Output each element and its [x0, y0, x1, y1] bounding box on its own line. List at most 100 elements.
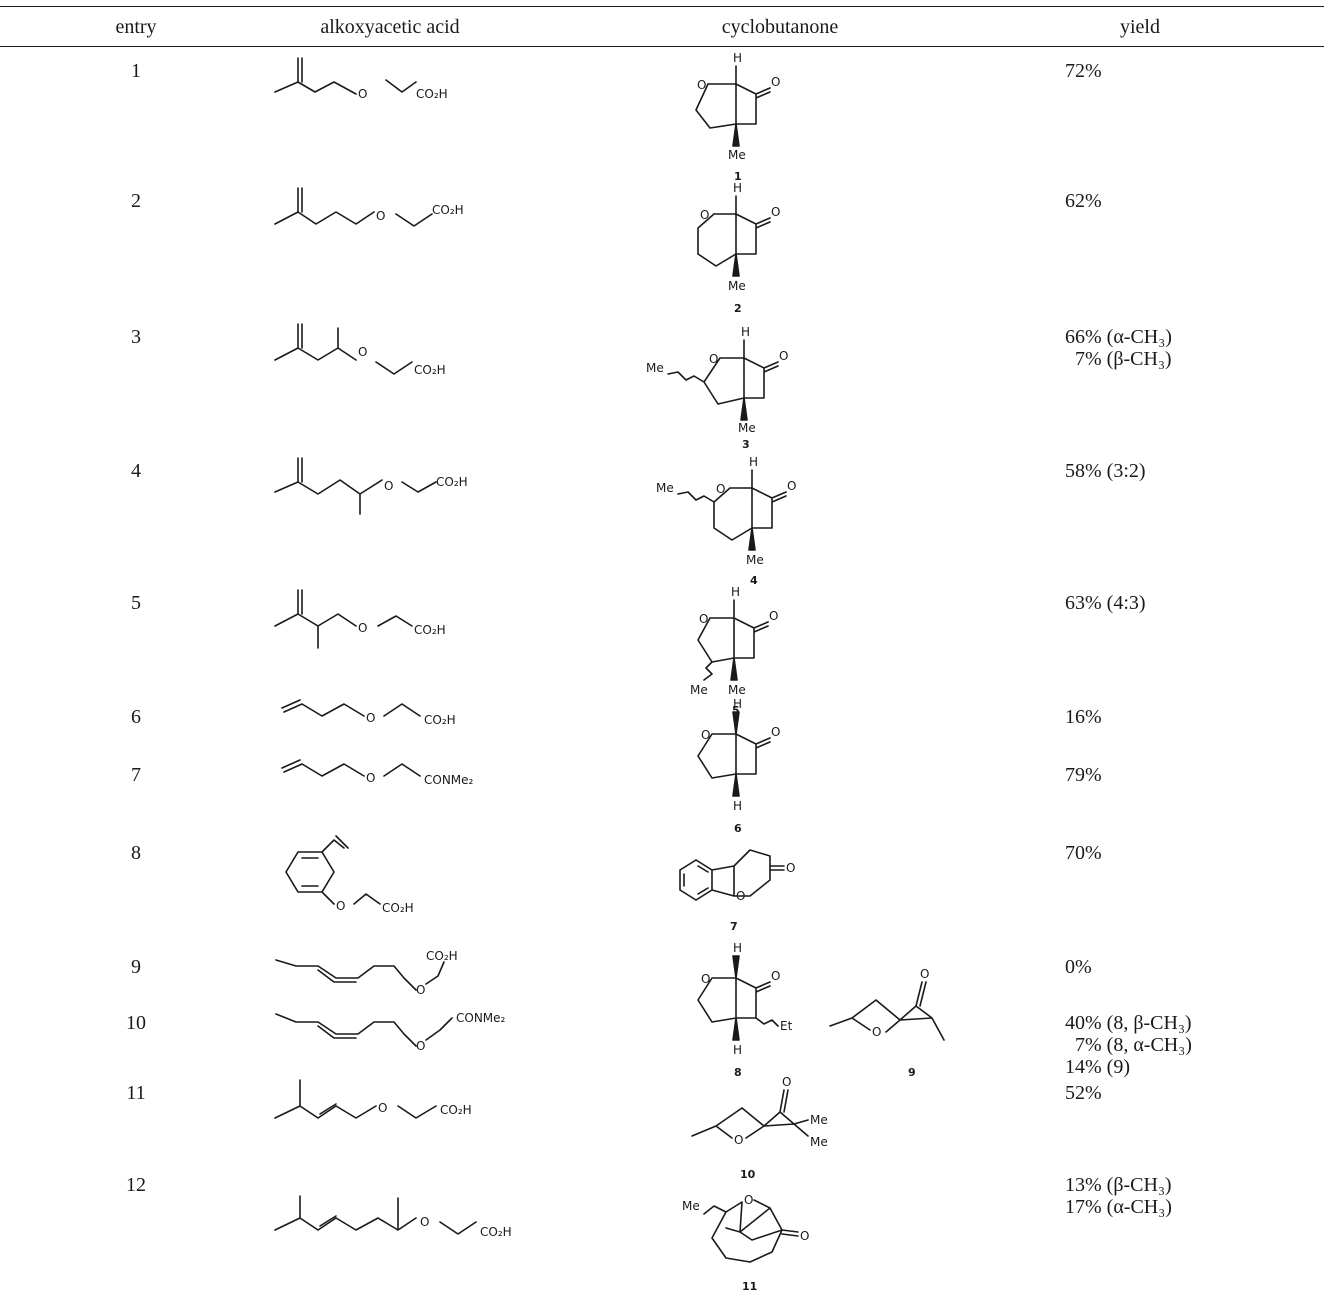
cyclobutanone-10: O O Me Me 10 [691, 1075, 828, 1181]
header-entry: entry [115, 16, 157, 38]
entry-number: 9 [131, 956, 141, 978]
svg-text:O: O [779, 349, 788, 363]
entry-number: 6 [131, 706, 141, 728]
acid-structure-entry-7: O CONMe₂ [281, 759, 474, 787]
svg-text:8: 8 [734, 1066, 742, 1079]
svg-text:CO₂H: CO₂H [416, 87, 448, 101]
svg-text:9: 9 [908, 1066, 916, 1079]
acid-structure-entry-12: O CO₂H [274, 1195, 512, 1239]
svg-text:CO₂H: CO₂H [432, 203, 464, 217]
svg-text:1: 1 [734, 170, 742, 183]
svg-text:4: 4 [750, 574, 758, 587]
acid-structure-entry-8: O CO₂H [285, 835, 414, 915]
cyclobutanone-3: O H O Me Me 3 [646, 325, 788, 451]
svg-text:11: 11 [742, 1280, 757, 1293]
svg-text:Me: Me [682, 1199, 700, 1213]
svg-text:Me: Me [646, 361, 664, 375]
svg-text:CO₂H: CO₂H [436, 475, 468, 489]
svg-text:H: H [731, 585, 740, 599]
yield-value: 52% [1065, 1082, 1102, 1104]
svg-text:CO₂H: CO₂H [424, 713, 456, 727]
svg-text:O: O [336, 899, 345, 913]
svg-text:O: O [716, 482, 725, 496]
yield-value: 66% (α-CH₃) 7% (β-CH₃) [1065, 326, 1172, 370]
svg-text:CO₂H: CO₂H [414, 363, 446, 377]
entry-number: 2 [131, 190, 141, 212]
svg-text:O: O [736, 889, 745, 903]
svg-text:H: H [733, 697, 742, 711]
svg-text:6: 6 [734, 822, 742, 835]
header-cyclobutanone: cyclobutanone [721, 16, 839, 38]
svg-text:CO₂H: CO₂H [382, 901, 414, 915]
svg-text:H: H [733, 1043, 742, 1057]
cyclobutanone-4: O H O Me Me 4 [656, 455, 796, 587]
svg-text:2: 2 [734, 302, 742, 315]
entry-number: 5 [131, 592, 141, 614]
entry-number: 4 [131, 460, 141, 482]
svg-text:O: O [420, 1215, 429, 1229]
svg-text:Me: Me [728, 279, 746, 293]
svg-text:10: 10 [740, 1168, 756, 1181]
svg-text:CO₂H: CO₂H [426, 949, 458, 963]
svg-text:CO₂H: CO₂H [480, 1225, 512, 1239]
svg-text:O: O [358, 621, 367, 635]
acid-structure-entry-2: O CO₂H [274, 187, 464, 227]
svg-text:O: O [771, 75, 780, 89]
svg-text:H: H [733, 51, 742, 65]
svg-text:Me: Me [810, 1135, 828, 1149]
yield-value: 72% [1065, 60, 1102, 82]
svg-text:H: H [733, 799, 742, 813]
svg-text:O: O [782, 1075, 791, 1089]
svg-text:Me: Me [728, 683, 746, 697]
yield-value: 70% [1065, 842, 1102, 864]
acid-structure-entry-3: O CO₂H [274, 323, 446, 377]
svg-text:O: O [378, 1101, 387, 1115]
header-yield: yield [1120, 16, 1160, 38]
acid-structure-entry-9: O CO₂H [275, 949, 458, 997]
svg-text:7: 7 [730, 920, 738, 933]
svg-text:3: 3 [742, 438, 750, 451]
svg-text:Me: Me [746, 553, 764, 567]
svg-text:O: O [416, 983, 425, 997]
svg-text:O: O [771, 725, 780, 739]
svg-text:O: O [769, 609, 778, 623]
entry-number: 11 [126, 1082, 146, 1104]
svg-text:O: O [734, 1133, 743, 1147]
entry-number: 3 [131, 326, 141, 348]
svg-text:O: O [358, 345, 367, 359]
svg-text:O: O [920, 967, 929, 981]
cyclobutanone-11: O Me O 11 [682, 1193, 809, 1293]
cyclobutanone-6: O H O H 6 [697, 697, 780, 835]
acid-structure-entry-10: O CONMe₂ [275, 1011, 506, 1053]
top-rule [0, 6, 1324, 7]
svg-text:O: O [787, 479, 796, 493]
svg-text:O: O [771, 205, 780, 219]
svg-text:O: O [701, 728, 710, 742]
entry-number: 12 [126, 1174, 146, 1196]
svg-text:Me: Me [810, 1113, 828, 1127]
svg-text:Me: Me [656, 481, 674, 495]
svg-text:O: O [384, 479, 393, 493]
yield-value: 13% (β-CH₃) 17% (α-CH₃) [1065, 1174, 1172, 1218]
svg-text:H: H [733, 941, 742, 955]
entry-number: 7 [131, 764, 141, 786]
svg-text:O: O [699, 612, 708, 626]
svg-text:O: O [697, 78, 706, 92]
svg-text:H: H [741, 325, 750, 339]
svg-text:O: O [872, 1025, 881, 1039]
svg-text:O: O [358, 87, 367, 101]
yield-value: 0% [1065, 956, 1092, 978]
acid-structure-entry-6: O CO₂H [281, 699, 456, 727]
yield-value: 79% [1065, 764, 1102, 786]
yield-value: 16% [1065, 706, 1102, 728]
svg-text:O: O [709, 352, 718, 366]
cyclobutanone-5: O H O Me Me 5 [690, 585, 778, 717]
svg-text:O: O [786, 861, 795, 875]
svg-text:CO₂H: CO₂H [414, 623, 446, 637]
svg-text:CONMe₂: CONMe₂ [424, 773, 474, 787]
svg-text:Me: Me [728, 148, 746, 162]
svg-text:5: 5 [732, 704, 740, 717]
svg-text:Et: Et [780, 1019, 793, 1033]
acid-structure-entry-5: O CO₂H [274, 589, 446, 649]
